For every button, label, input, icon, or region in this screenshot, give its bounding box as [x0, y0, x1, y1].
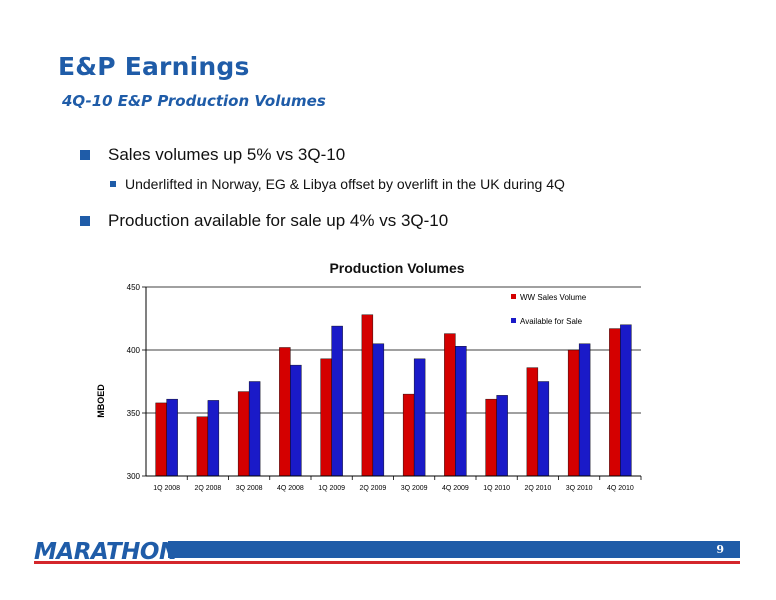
x-tick-label: 2Q 2009 [359, 485, 386, 492]
x-tick-label: 1Q 2010 [483, 485, 510, 492]
bar-ww-sales [526, 367, 539, 477]
y-tick-label: 400 [127, 346, 141, 355]
bar-ww-sales [237, 391, 250, 477]
page-subtitle: 4Q-10 E&P Production Volumes [62, 92, 326, 110]
bullet-text: Production available for sale up 4% vs 3… [108, 211, 449, 230]
bar-ww-sales [567, 349, 580, 477]
sub-bullet-item: Underlifted in Norway, EG & Libya offset… [110, 176, 565, 192]
x-tick-label: 3Q 2010 [566, 485, 593, 492]
page-title: E&P Earnings [58, 52, 250, 81]
bar-available-for-sale [578, 343, 591, 477]
bar-available-for-sale [331, 325, 343, 477]
x-tick-label: 4Q 2008 [277, 485, 304, 492]
bar-available-for-sale [166, 398, 178, 477]
x-tick-label: 2Q 2008 [194, 485, 221, 492]
legend-label: Available for Sale [520, 317, 583, 326]
x-tick-label: 1Q 2009 [318, 485, 345, 492]
bar-ww-sales [402, 393, 415, 477]
legend-label: WW Sales Volume [520, 293, 587, 302]
bar-available-for-sale [537, 381, 550, 477]
sub-bullet-text: Underlifted in Norway, EG & Libya offset… [125, 176, 565, 192]
y-axis-label: MBOED [96, 384, 106, 418]
x-tick-label: 1Q 2008 [153, 485, 180, 492]
y-tick-label: 350 [127, 409, 141, 418]
page-number: 9 [716, 543, 724, 556]
x-tick-label: 2Q 2010 [524, 485, 551, 492]
x-tick-label: 3Q 2009 [401, 485, 428, 492]
x-tick-label: 4Q 2009 [442, 485, 469, 492]
footer-band [168, 541, 740, 558]
bar-available-for-sale [290, 364, 302, 477]
bar-ww-sales [609, 328, 621, 477]
bar-available-for-sale [496, 395, 508, 477]
bar-available-for-sale [372, 343, 385, 477]
bar-available-for-sale [207, 400, 220, 477]
bullet-item: Production available for sale up 4% vs 3… [80, 211, 448, 231]
bar-available-for-sale [620, 324, 632, 477]
bar-ww-sales [485, 398, 497, 477]
y-tick-label: 450 [127, 283, 141, 292]
chart-title: Production Volumes [329, 260, 464, 276]
bullet-item: Sales volumes up 5% vs 3Q-10 [80, 145, 345, 165]
bullet-square-icon [80, 150, 90, 160]
bar-ww-sales [196, 416, 209, 477]
x-tick-label: 4Q 2010 [607, 485, 634, 492]
bar-ww-sales [279, 347, 291, 477]
marathon-logo: MARATHON [34, 539, 178, 565]
bar-ww-sales [320, 358, 332, 477]
y-tick-label: 300 [127, 472, 141, 481]
bar-available-for-sale [248, 381, 261, 477]
x-tick-label: 3Q 2008 [236, 485, 263, 492]
bullet-text: Sales volumes up 5% vs 3Q-10 [108, 145, 346, 164]
sub-bullet-square-icon [110, 181, 116, 187]
footer-red-line [34, 561, 740, 564]
legend-swatch [511, 294, 516, 299]
bar-available-for-sale [413, 358, 426, 477]
bar-ww-sales [361, 314, 374, 477]
bar-ww-sales [155, 402, 167, 477]
bar-ww-sales [444, 333, 456, 477]
bullet-square-icon [80, 216, 90, 226]
bar-available-for-sale [455, 346, 467, 477]
legend-swatch [511, 318, 516, 323]
